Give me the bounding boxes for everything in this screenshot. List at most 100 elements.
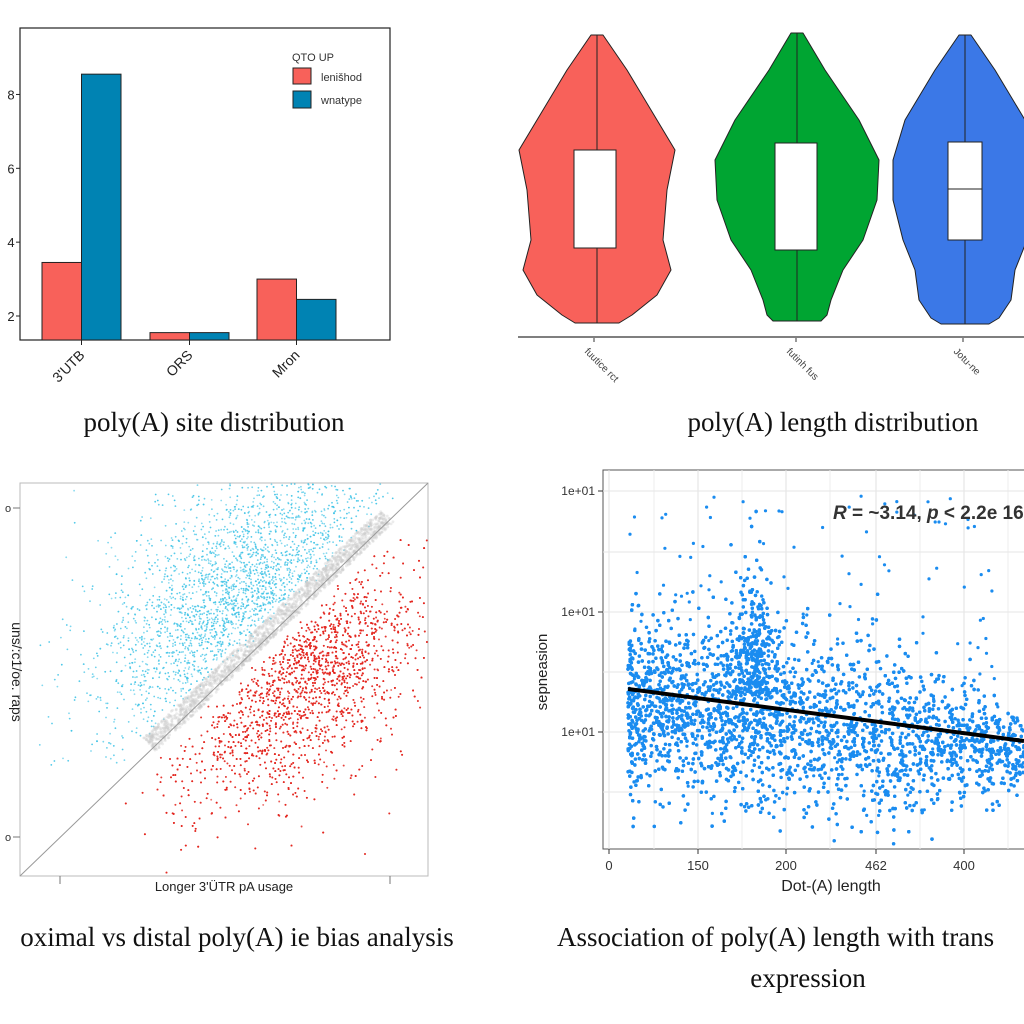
point-above [298, 516, 301, 518]
point-above [160, 601, 163, 604]
point-above [144, 679, 147, 682]
point-above [297, 580, 300, 583]
point-above [254, 614, 257, 616]
point-diagonal [173, 714, 177, 717]
point-above [263, 521, 266, 524]
point-above [323, 522, 326, 525]
point-above [129, 689, 132, 692]
point-above [248, 631, 251, 633]
point-above [149, 568, 151, 571]
point-above [250, 632, 253, 635]
point-above [239, 624, 242, 627]
point-above [81, 585, 84, 588]
point-above [157, 503, 160, 506]
point-above [148, 542, 151, 545]
point-above [300, 579, 303, 582]
point-above [234, 505, 237, 508]
point-above [236, 569, 239, 572]
point-above [268, 596, 271, 598]
point-above [300, 485, 302, 488]
point-above [195, 610, 197, 612]
point-diagonal [365, 544, 369, 548]
point-above [314, 527, 317, 529]
point-above [252, 551, 255, 554]
point-above [180, 607, 183, 610]
point-above [172, 651, 174, 653]
point-above [248, 577, 251, 580]
point-above [62, 757, 64, 760]
point-above [281, 484, 284, 487]
point-above [262, 592, 265, 595]
bar [189, 332, 230, 341]
point-above [266, 564, 269, 566]
point-diagonal [265, 622, 269, 625]
point-above [183, 660, 186, 662]
point-above [304, 508, 307, 510]
point-above [120, 670, 123, 673]
point-diagonal [269, 621, 273, 624]
point-above [164, 688, 167, 690]
point-above [115, 573, 118, 576]
point-above [176, 629, 179, 631]
point-diagonal [276, 621, 280, 625]
point-above [193, 665, 196, 667]
point-above [153, 695, 156, 698]
point-above [267, 565, 269, 568]
point-above [226, 590, 229, 593]
point-above [241, 538, 243, 540]
point-diagonal [257, 647, 261, 651]
point-above [139, 636, 141, 639]
point-diagonal [171, 708, 174, 712]
point-above [212, 587, 215, 590]
point-above [235, 585, 238, 588]
point-above [195, 613, 198, 616]
point-above [220, 528, 223, 531]
point-above [324, 557, 327, 560]
point-above [261, 570, 263, 573]
point-above [227, 620, 230, 622]
point-above [243, 561, 245, 564]
point-above [228, 567, 231, 569]
point-above [202, 636, 205, 639]
point-above [350, 517, 353, 520]
point-diagonal [194, 698, 198, 702]
point-diagonal [296, 611, 299, 614]
point-above [240, 587, 243, 590]
point-above [174, 692, 177, 694]
point-above [252, 548, 255, 551]
point-above [192, 557, 195, 559]
point-diagonal [151, 742, 155, 746]
point-diagonal [358, 538, 361, 542]
point-above [213, 612, 215, 615]
point-diagonal [303, 589, 307, 593]
point-above [145, 608, 148, 610]
point-above [237, 649, 240, 652]
point-above [213, 582, 216, 585]
point-above [329, 526, 332, 529]
point-above [220, 654, 223, 656]
point-above [251, 608, 254, 611]
point-diagonal [369, 518, 373, 522]
point-above [236, 495, 239, 498]
point-above [174, 660, 177, 663]
point-above [249, 572, 252, 575]
point-above [115, 661, 118, 664]
point-above [378, 497, 380, 499]
point-above [146, 630, 149, 632]
point-above [355, 500, 358, 502]
caption: poly(A) site distribution [84, 407, 345, 437]
point-above [275, 552, 278, 554]
point-above [236, 535, 239, 538]
point-above [297, 514, 300, 517]
point-diagonal [345, 555, 348, 559]
point-above [331, 501, 333, 504]
point-above [257, 525, 260, 528]
point-above [192, 607, 195, 610]
point-diagonal [371, 518, 375, 522]
point-above [146, 642, 149, 645]
point-above [131, 649, 134, 651]
point-above [300, 541, 303, 543]
point-above [113, 754, 115, 757]
point-above [220, 643, 223, 646]
point-above [149, 703, 152, 706]
